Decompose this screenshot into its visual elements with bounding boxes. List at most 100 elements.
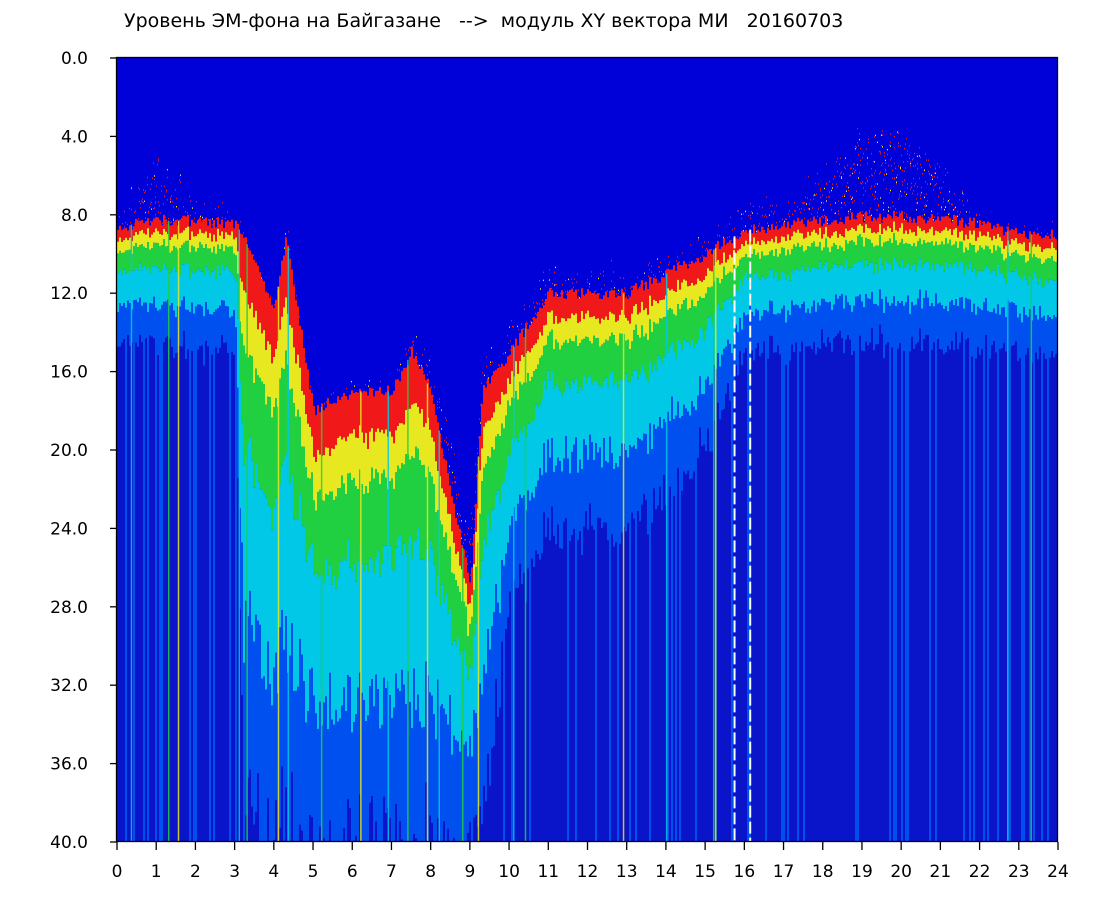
heatmap-column xyxy=(393,390,395,842)
heatmap-column xyxy=(887,148,889,842)
heatmap-column xyxy=(271,304,273,842)
heatmap-column xyxy=(977,221,979,842)
heatmap-column xyxy=(529,305,531,842)
heatmap-column xyxy=(989,222,991,842)
heatmap-column xyxy=(143,189,145,842)
heatmap-column xyxy=(413,340,415,842)
heatmap-column xyxy=(855,145,857,842)
heatmap-column xyxy=(209,219,211,842)
heatmap-column xyxy=(833,175,835,842)
x-tick-label: 9 xyxy=(464,862,475,882)
heatmap-column xyxy=(609,290,611,842)
y-tick-label: 36.0 xyxy=(50,755,88,775)
heatmap-column xyxy=(553,271,555,842)
heatmap-column xyxy=(149,188,151,842)
heatmap-column xyxy=(787,201,789,842)
heatmap-column xyxy=(933,172,935,842)
heatmap-column xyxy=(967,199,969,842)
heatmap-column xyxy=(435,414,437,842)
heatmap-column xyxy=(707,241,709,842)
heatmap-column xyxy=(821,194,823,842)
heatmap-column xyxy=(505,352,507,842)
heatmap-column xyxy=(951,203,953,842)
heatmap-column xyxy=(471,512,473,842)
heatmap-column xyxy=(1035,234,1037,842)
heatmap-column xyxy=(807,176,809,842)
heatmap-column xyxy=(891,157,893,842)
heatmap-column xyxy=(301,329,303,842)
heatmap-column xyxy=(175,189,177,842)
heatmap-column xyxy=(957,210,959,842)
heatmap-column xyxy=(375,390,377,842)
heatmap-column xyxy=(169,197,171,842)
heatmap-column xyxy=(795,210,797,842)
heatmap-column xyxy=(465,520,467,842)
heatmap-column xyxy=(511,320,513,842)
heatmap-column xyxy=(813,194,815,842)
heatmap-column xyxy=(539,280,541,842)
heatmap-column xyxy=(125,221,127,842)
heatmap-column xyxy=(187,212,189,842)
heatmap-column xyxy=(847,164,849,842)
heatmap-column xyxy=(1041,232,1043,842)
heatmap-column xyxy=(517,325,519,842)
heatmap-column xyxy=(541,299,543,842)
heatmap-column xyxy=(597,277,599,842)
heatmap-column xyxy=(285,233,287,842)
heatmap-column xyxy=(283,247,285,842)
heatmap-column xyxy=(835,161,837,842)
heatmap-column xyxy=(267,293,269,842)
heatmap-column xyxy=(141,198,143,842)
heatmap-column xyxy=(571,278,573,842)
spike-line xyxy=(1030,234,1033,842)
heatmap-column xyxy=(969,211,971,842)
heatmap-column xyxy=(1009,230,1011,842)
x-tick-label: 16 xyxy=(734,862,756,882)
heatmap-column xyxy=(197,219,199,842)
heatmap-column xyxy=(721,246,723,842)
x-tick-label: 0 xyxy=(112,862,123,882)
heatmap-column xyxy=(637,276,639,842)
heatmap-column xyxy=(247,248,249,842)
heatmap-column xyxy=(991,228,993,842)
heatmap-column xyxy=(347,399,349,842)
heatmap-column xyxy=(901,154,903,842)
heatmap-column xyxy=(587,278,589,842)
heatmap-column xyxy=(503,352,505,842)
heatmap-column xyxy=(711,248,713,842)
heatmap-column xyxy=(331,393,333,842)
heatmap-column xyxy=(257,265,259,842)
spike-line xyxy=(1007,231,1009,842)
heatmap-column xyxy=(223,228,225,842)
heatmap-column xyxy=(189,195,191,842)
heatmap-column xyxy=(675,260,677,842)
heatmap-column xyxy=(1019,232,1021,842)
heatmap-column xyxy=(251,254,253,842)
heatmap-column xyxy=(231,219,233,842)
heatmap-column xyxy=(527,323,529,842)
heatmap-column xyxy=(441,409,443,842)
heatmap-column xyxy=(411,341,413,842)
heatmap-column xyxy=(809,199,811,842)
heatmap-column xyxy=(379,380,381,842)
heatmap-column xyxy=(731,229,733,842)
heatmap-column xyxy=(381,393,383,842)
heatmap-column xyxy=(299,316,301,842)
heatmap-column xyxy=(655,275,657,842)
heatmap-column xyxy=(981,221,983,842)
heatmap-column xyxy=(699,257,701,842)
heatmap-column xyxy=(577,273,579,842)
heatmap-column xyxy=(659,261,661,842)
heatmap-column xyxy=(851,167,853,842)
heatmap-column xyxy=(1013,229,1015,842)
heatmap-column xyxy=(449,465,451,842)
heatmap-column xyxy=(909,145,911,842)
heatmap-column xyxy=(127,223,129,842)
heatmap-column xyxy=(777,224,779,842)
heatmap-column xyxy=(845,157,847,842)
heatmap-column xyxy=(533,301,535,842)
heatmap-column xyxy=(261,277,263,842)
heatmap-column xyxy=(1025,237,1027,842)
heatmap-column xyxy=(633,285,635,842)
heatmap-column xyxy=(635,283,637,842)
